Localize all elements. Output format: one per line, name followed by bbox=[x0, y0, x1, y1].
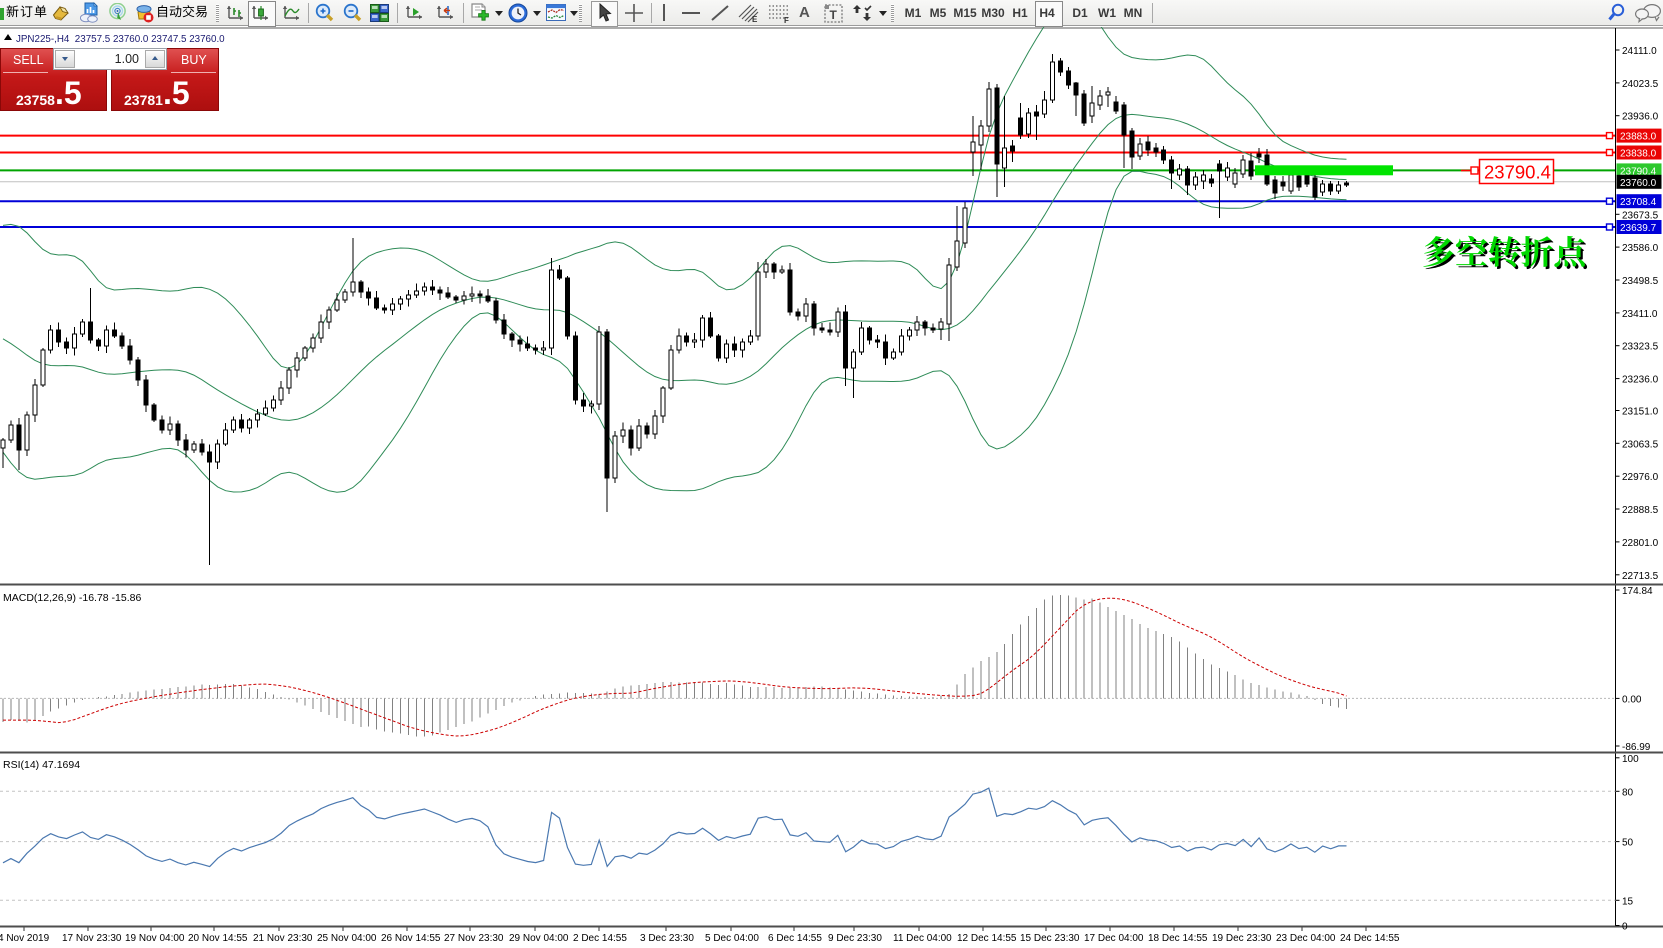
svg-text:6 Dec 14:55: 6 Dec 14:55 bbox=[768, 933, 822, 944]
svg-text:29 Nov 04:00: 29 Nov 04:00 bbox=[509, 933, 569, 944]
svg-text:3 Dec 23:30: 3 Dec 23:30 bbox=[640, 933, 694, 944]
svg-text:23 Dec 04:00: 23 Dec 04:00 bbox=[1276, 933, 1336, 944]
svg-text:23673.5: 23673.5 bbox=[1622, 210, 1659, 221]
svg-text:-86.99: -86.99 bbox=[1622, 742, 1651, 753]
svg-text:100: 100 bbox=[1622, 754, 1639, 765]
svg-text:24 Dec 14:55: 24 Dec 14:55 bbox=[1340, 933, 1400, 944]
svg-text:23883.0: 23883.0 bbox=[1620, 132, 1657, 143]
svg-text:23151.0: 23151.0 bbox=[1622, 407, 1659, 418]
svg-text:4 Nov 2019: 4 Nov 2019 bbox=[0, 933, 50, 944]
svg-text:22976.0: 22976.0 bbox=[1622, 472, 1659, 483]
svg-text:2 Dec 14:55: 2 Dec 14:55 bbox=[573, 933, 627, 944]
svg-text:50: 50 bbox=[1622, 838, 1634, 849]
svg-text:23323.5: 23323.5 bbox=[1622, 342, 1659, 353]
svg-text:27 Nov 23:30: 27 Nov 23:30 bbox=[444, 933, 504, 944]
svg-text:23639.7: 23639.7 bbox=[1620, 223, 1657, 234]
svg-text:23063.5: 23063.5 bbox=[1622, 439, 1659, 450]
svg-text:20 Nov 14:55: 20 Nov 14:55 bbox=[188, 933, 248, 944]
svg-text:23790.4: 23790.4 bbox=[1620, 166, 1657, 177]
svg-text:T: T bbox=[830, 8, 838, 22]
svg-text:23586.0: 23586.0 bbox=[1622, 243, 1659, 254]
svg-text:23498.5: 23498.5 bbox=[1622, 276, 1659, 287]
svg-text:23936.0: 23936.0 bbox=[1622, 112, 1659, 123]
svg-text:22888.5: 22888.5 bbox=[1622, 505, 1659, 516]
svg-text:9 Dec 23:30: 9 Dec 23:30 bbox=[828, 933, 882, 944]
svg-text:21 Nov 23:30: 21 Nov 23:30 bbox=[253, 933, 313, 944]
svg-text:17 Nov 23:30: 17 Nov 23:30 bbox=[62, 933, 122, 944]
svg-text:23760.0: 23760.0 bbox=[1620, 178, 1657, 189]
svg-text:23411.0: 23411.0 bbox=[1622, 309, 1658, 320]
svg-text:18 Dec 14:55: 18 Dec 14:55 bbox=[1148, 933, 1208, 944]
svg-text:15: 15 bbox=[1622, 896, 1634, 907]
svg-text:24023.5: 24023.5 bbox=[1622, 79, 1659, 90]
svg-text:E: E bbox=[752, 15, 758, 24]
svg-text:5 Dec 04:00: 5 Dec 04:00 bbox=[705, 933, 759, 944]
svg-text:JPN225-,H4 23757.5 23760.0 23: JPN225-,H4 23757.5 23760.0 23747.5 23760… bbox=[16, 34, 225, 45]
svg-text:22801.0: 22801.0 bbox=[1622, 538, 1659, 549]
svg-text:80: 80 bbox=[1622, 787, 1634, 798]
svg-text:0: 0 bbox=[1622, 922, 1628, 933]
svg-text:23708.4: 23708.4 bbox=[1620, 197, 1657, 208]
svg-text:25 Nov 04:00: 25 Nov 04:00 bbox=[317, 933, 377, 944]
svg-text:23838.0: 23838.0 bbox=[1620, 149, 1657, 160]
svg-text:15 Dec 23:30: 15 Dec 23:30 bbox=[1020, 933, 1080, 944]
svg-text:23236.0: 23236.0 bbox=[1622, 375, 1659, 386]
svg-text:F: F bbox=[784, 16, 789, 24]
svg-text:0.00: 0.00 bbox=[1622, 694, 1642, 705]
svg-text:19 Nov 04:00: 19 Nov 04:00 bbox=[125, 933, 185, 944]
svg-text:19 Dec 23:30: 19 Dec 23:30 bbox=[1212, 933, 1272, 944]
svg-text:23790.4: 23790.4 bbox=[1484, 162, 1551, 183]
svg-text:26 Nov 14:55: 26 Nov 14:55 bbox=[381, 933, 441, 944]
svg-text:RSI(14) 47.1694: RSI(14) 47.1694 bbox=[3, 759, 80, 771]
svg-text:17 Dec 04:00: 17 Dec 04:00 bbox=[1084, 933, 1144, 944]
svg-text:12 Dec 14:55: 12 Dec 14:55 bbox=[957, 933, 1017, 944]
svg-text:22713.5: 22713.5 bbox=[1622, 571, 1659, 582]
svg-text:MACD(12,26,9) -16.78 -15.86: MACD(12,26,9) -16.78 -15.86 bbox=[3, 592, 141, 604]
svg-text:174.84: 174.84 bbox=[1622, 586, 1653, 597]
svg-text:11 Dec 04:00: 11 Dec 04:00 bbox=[893, 933, 952, 944]
svg-text:24111.0: 24111.0 bbox=[1622, 46, 1657, 57]
